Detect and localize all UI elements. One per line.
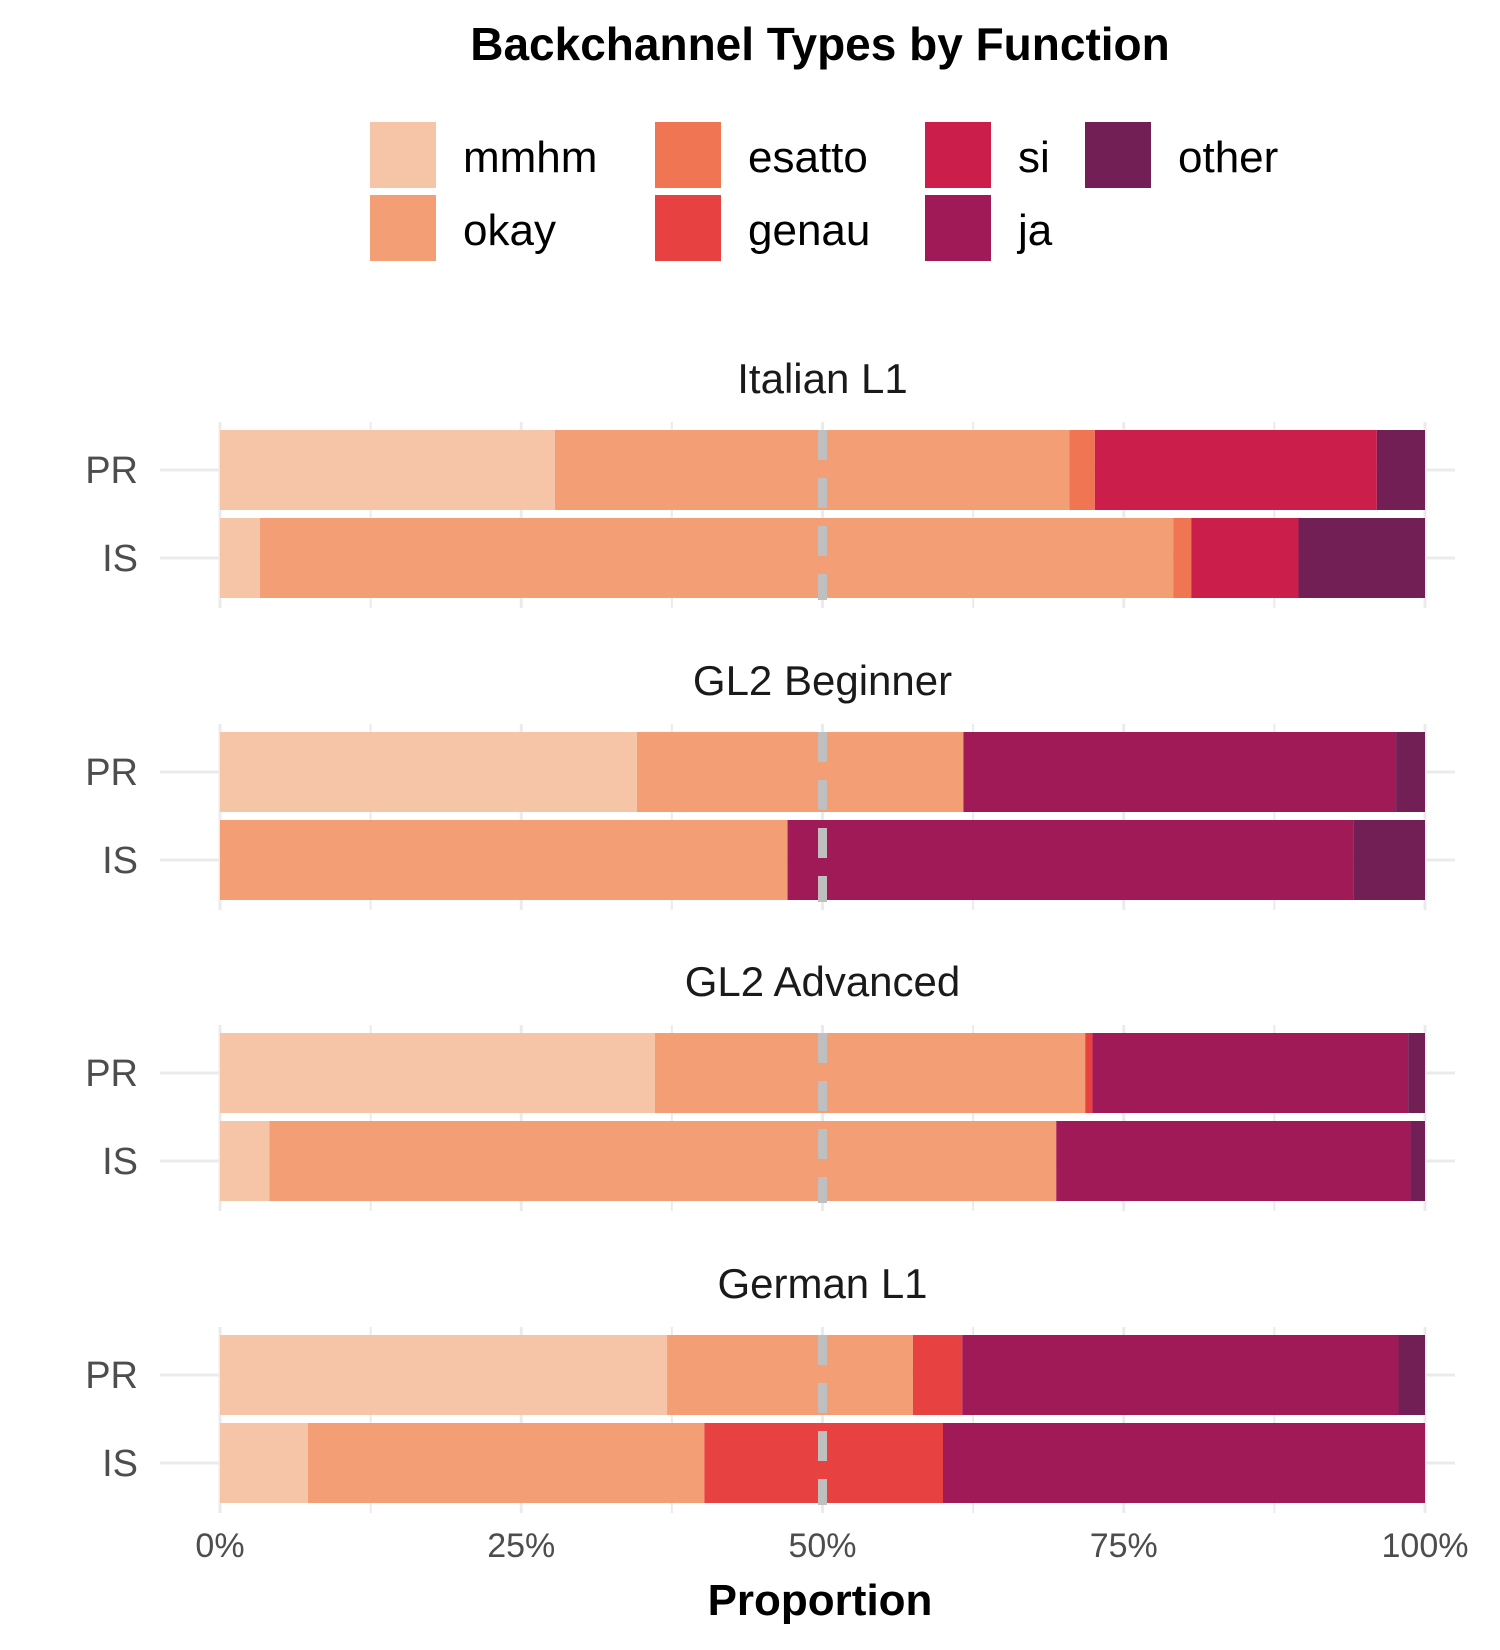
bar-segment-okay (220, 820, 788, 900)
legend-item-genau: genau (655, 195, 870, 261)
legend-item-ja: ja (925, 195, 1053, 261)
bar-segment-mmhm (220, 1335, 668, 1415)
facet-title: GL2 Advanced (685, 958, 961, 1005)
legend-item-okay: okay (370, 195, 556, 261)
legend-swatch-esatto (655, 122, 721, 188)
row-label-PR: PR (85, 450, 138, 492)
bar-PR (220, 430, 1425, 510)
bar-segment-mmhm (220, 518, 260, 598)
legend-swatch-other (1085, 122, 1151, 188)
legend-item-esatto: esatto (655, 122, 868, 188)
bar-segment-ja (1092, 1033, 1409, 1113)
legend-label-ja: ja (1016, 206, 1053, 255)
row-label-PR: PR (85, 752, 138, 794)
bar-IS (220, 1121, 1425, 1201)
bar-IS (220, 820, 1425, 900)
bar-segment-other (1398, 1335, 1425, 1415)
bar-PR (220, 1335, 1425, 1415)
facet-title: GL2 Beginner (693, 657, 952, 704)
legend: mmhm okay esatto genau si ja other (370, 122, 1278, 261)
row-label-IS: IS (102, 840, 138, 882)
bar-segment-ja (1056, 1121, 1411, 1201)
legend-swatch-okay (370, 195, 436, 261)
x-tick-label: 25% (487, 1527, 555, 1565)
legend-label-esatto: esatto (748, 133, 868, 182)
row-label-IS: IS (102, 1443, 138, 1485)
bar-segment-genau (1085, 1033, 1093, 1113)
bar-segment-mmhm (220, 1033, 656, 1113)
legend-label-si: si (1018, 133, 1050, 182)
bar-segment-mmhm (220, 430, 555, 510)
bar-segment-mmhm (220, 1121, 270, 1201)
facet-panel-3: German L1 PR IS (85, 1260, 1455, 1513)
bar-segment-other (1408, 1033, 1425, 1113)
bar-segment-esatto (1173, 518, 1192, 598)
row-label-IS: IS (102, 538, 138, 580)
x-axis-title: Proportion (708, 1576, 933, 1625)
bar-segment-okay (655, 1033, 1086, 1113)
bar-segment-genau (912, 1335, 963, 1415)
x-axis: 0% 25% 50% 75% 100% (195, 1527, 1468, 1565)
legend-item-si: si (925, 122, 1050, 188)
bar-segment-si (1191, 518, 1299, 598)
bar-segment-okay (259, 518, 1174, 598)
row-label-PR: PR (85, 1053, 138, 1095)
bar-segment-mmhm (220, 732, 637, 812)
facet-title: Italian L1 (737, 355, 907, 402)
x-tick-label: 75% (1090, 1527, 1158, 1565)
row-label-IS: IS (102, 1141, 138, 1183)
x-tick-label: 50% (788, 1527, 856, 1565)
bar-segment-okay (667, 1335, 913, 1415)
bar-segment-other (1298, 518, 1425, 598)
bar-PR (220, 1033, 1425, 1113)
bar-PR (220, 732, 1425, 812)
legend-swatch-genau (655, 195, 721, 261)
facet-panel-0: Italian L1 PR IS (85, 355, 1455, 608)
bar-segment-other (1396, 732, 1425, 812)
chart-title: Backchannel Types by Function (470, 18, 1170, 70)
bar-segment-si (1094, 430, 1377, 510)
facet-panel-2: GL2 Advanced PR IS (85, 958, 1455, 1211)
bar-segment-okay (269, 1121, 1057, 1201)
bar-segment-other (1410, 1121, 1425, 1201)
bar-IS (220, 518, 1425, 598)
bar-segment-ja (787, 820, 1354, 900)
bar-segment-ja (943, 1423, 1425, 1503)
x-tick-label: 0% (195, 1527, 244, 1565)
bar-segment-other (1353, 820, 1425, 900)
legend-swatch-si (925, 122, 991, 188)
bar-segment-ja (962, 1335, 1399, 1415)
x-tick-label: 100% (1382, 1527, 1469, 1565)
bar-segment-esatto (1069, 430, 1095, 510)
legend-label-mmhm: mmhm (463, 133, 597, 182)
legend-swatch-mmhm (370, 122, 436, 188)
legend-label-okay: okay (463, 206, 556, 255)
bar-segment-okay (307, 1423, 705, 1503)
legend-label-other: other (1178, 133, 1278, 182)
facet-panel-1: GL2 Beginner PR IS (85, 657, 1455, 910)
legend-swatch-ja (925, 195, 991, 261)
bar-segment-okay (554, 430, 1070, 510)
bar-segment-mmhm (220, 1423, 308, 1503)
bar-segment-ja (963, 732, 1397, 812)
bar-segment-okay (636, 732, 964, 812)
row-label-PR: PR (85, 1355, 138, 1397)
legend-item-mmhm: mmhm (370, 122, 597, 188)
legend-label-genau: genau (748, 206, 870, 255)
legend-item-other: other (1085, 122, 1278, 188)
facet-title: German L1 (717, 1260, 927, 1307)
bar-segment-other (1376, 430, 1425, 510)
